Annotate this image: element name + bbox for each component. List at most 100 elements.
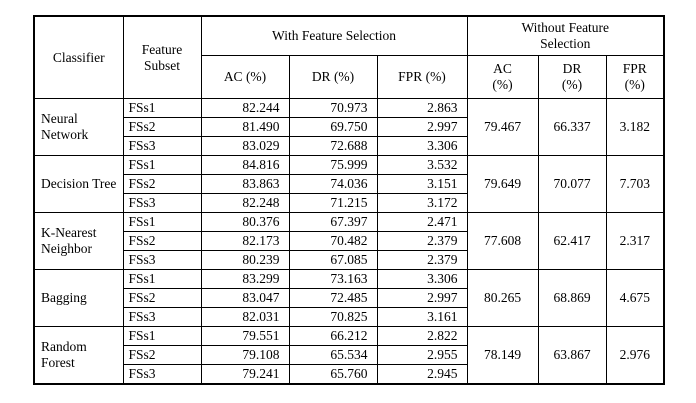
without-fpr-value: 2.317	[605, 212, 665, 270]
table-row: FSs3 80.239 67.085 2.379	[34, 250, 664, 270]
group-header-without-feature-selection: Without Feature Selection	[466, 15, 665, 56]
without-dr-value: 63.867	[537, 326, 607, 384]
without-ac-value: 80.265	[466, 269, 539, 327]
feature-subset: FSs1	[122, 326, 202, 346]
without-dr-value: 66.337	[537, 98, 607, 156]
classifier-name: Random Forest	[33, 326, 124, 384]
col-header-without-dr-text: DR (%)	[561, 61, 583, 92]
table-row: Random Forest FSs1 79.551 66.212 2.822 7…	[33, 326, 665, 384]
classifier-name: Neural Network	[33, 98, 124, 156]
with-fpr-value: 3.172	[376, 193, 468, 213]
table-row: Neural Network FSs1 82.244 70.973 2.863 …	[33, 98, 665, 156]
with-fpr-value: 2.945	[376, 364, 468, 384]
feature-subset: FSs1	[122, 155, 202, 175]
without-dr-value: 70.077	[537, 155, 607, 213]
with-fpr-value: 2.997	[376, 117, 468, 137]
feature-subset: FSs1	[122, 269, 202, 289]
with-fpr-value: 3.151	[376, 174, 468, 194]
with-ac-value: 80.239	[200, 250, 290, 270]
feature-subset: FSs2	[122, 288, 202, 308]
without-fpr-value: 2.976	[605, 326, 665, 384]
with-ac-value: 82.248	[200, 193, 290, 213]
with-dr-value: 67.397	[288, 212, 378, 232]
with-fpr-value: 3.306	[376, 136, 468, 156]
col-header-classifier: Classifier	[33, 15, 124, 99]
table-row: FSs2 83.863 74.036 3.151	[34, 174, 664, 194]
with-fpr-value: 2.379	[376, 231, 468, 251]
classifier-name: Bagging	[33, 269, 124, 327]
with-ac-value: 82.173	[200, 231, 290, 251]
feature-subset: FSs3	[122, 136, 202, 156]
with-dr-value: 74.036	[288, 174, 378, 194]
with-fpr-value: 3.532	[376, 155, 468, 175]
with-dr-value: 69.750	[288, 117, 378, 137]
without-dr-value: 68.869	[537, 269, 607, 327]
with-ac-value: 83.863	[200, 174, 290, 194]
col-header-without-ac-text: AC (%)	[492, 61, 513, 92]
without-ac-value: 78.149	[466, 326, 539, 384]
col-header-without-dr: DR (%)	[537, 55, 607, 99]
with-ac-value: 79.108	[200, 345, 290, 365]
with-ac-value: 83.299	[200, 269, 290, 289]
with-dr-value: 70.482	[288, 231, 378, 251]
with-ac-value: 79.241	[200, 364, 290, 384]
feature-subset: FSs1	[122, 212, 202, 232]
feature-subset: FSs3	[122, 250, 202, 270]
col-header-with-dr: DR (%)	[288, 55, 378, 99]
feature-subset: FSs3	[122, 193, 202, 213]
col-header-feature-subset: Feature Subset	[122, 15, 202, 99]
feature-subset: FSs1	[122, 98, 202, 118]
with-ac-value: 81.490	[200, 117, 290, 137]
with-dr-value: 70.825	[288, 307, 378, 327]
feature-subset: FSs3	[122, 364, 202, 384]
with-dr-value: 65.534	[288, 345, 378, 365]
with-ac-value: 80.376	[200, 212, 290, 232]
with-fpr-value: 2.863	[376, 98, 468, 118]
col-header-with-fpr: FPR (%)	[376, 55, 468, 99]
with-ac-value: 83.029	[200, 136, 290, 156]
table-row: FSs2 82.173 70.482 2.379	[34, 231, 664, 251]
with-fpr-value: 3.306	[376, 269, 468, 289]
classifier-name: K-Nearest Neighbor	[33, 212, 124, 270]
with-ac-value: 84.816	[200, 155, 290, 175]
table-row: FSs3 79.241 65.760 2.945	[34, 364, 664, 384]
header-row-groups: Classifier Feature Subset With Feature S…	[33, 15, 665, 99]
col-header-feature-subset-text: Feature Subset	[141, 41, 183, 73]
with-fpr-value: 2.997	[376, 288, 468, 308]
with-fpr-value: 2.471	[376, 212, 468, 232]
table-row: K-Nearest Neighbor FSs1 80.376 67.397 2.…	[33, 212, 665, 270]
with-dr-value: 65.760	[288, 364, 378, 384]
with-fpr-value: 2.955	[376, 345, 468, 365]
group-header-with-feature-selection: With Feature Selection	[200, 15, 468, 56]
group-header-without-feature-selection-text: Without Feature Selection	[521, 20, 610, 51]
with-fpr-value: 2.822	[376, 326, 468, 346]
without-ac-value: 79.649	[466, 155, 539, 213]
classifier-results-table: Classifier Feature Subset With Feature S…	[33, 15, 666, 385]
without-ac-value: 79.467	[466, 98, 539, 156]
col-header-without-fpr: FPR (%)	[605, 55, 665, 99]
feature-subset: FSs2	[122, 231, 202, 251]
table-row: Bagging FSs1 83.299 73.163 3.306 80.265 …	[33, 269, 665, 327]
with-dr-value: 70.973	[288, 98, 378, 118]
without-dr-value: 62.417	[537, 212, 607, 270]
with-fpr-value: 2.379	[376, 250, 468, 270]
feature-subset: FSs2	[122, 174, 202, 194]
col-header-with-ac: AC (%)	[200, 55, 290, 99]
feature-subset: FSs2	[122, 117, 202, 137]
feature-subset: FSs3	[122, 307, 202, 327]
with-dr-value: 67.085	[288, 250, 378, 270]
with-dr-value: 72.688	[288, 136, 378, 156]
without-fpr-value: 4.675	[605, 269, 665, 327]
with-ac-value: 83.047	[200, 288, 290, 308]
with-ac-value: 82.244	[200, 98, 290, 118]
header-row-metrics: AC (%) DR (%) FPR (%) AC (%) DR (%) FPR …	[34, 55, 665, 99]
without-fpr-value: 7.703	[605, 155, 665, 213]
table-row: FSs2 81.490 69.750 2.997	[34, 117, 664, 137]
with-dr-value: 66.212	[288, 326, 378, 346]
with-ac-value: 82.031	[200, 307, 290, 327]
with-dr-value: 75.999	[288, 155, 378, 175]
with-ac-value: 79.551	[200, 326, 290, 346]
feature-subset: FSs2	[122, 345, 202, 365]
table-row: Decision Tree FSs1 84.816 75.999 3.532 7…	[33, 155, 665, 213]
with-dr-value: 72.485	[288, 288, 378, 308]
